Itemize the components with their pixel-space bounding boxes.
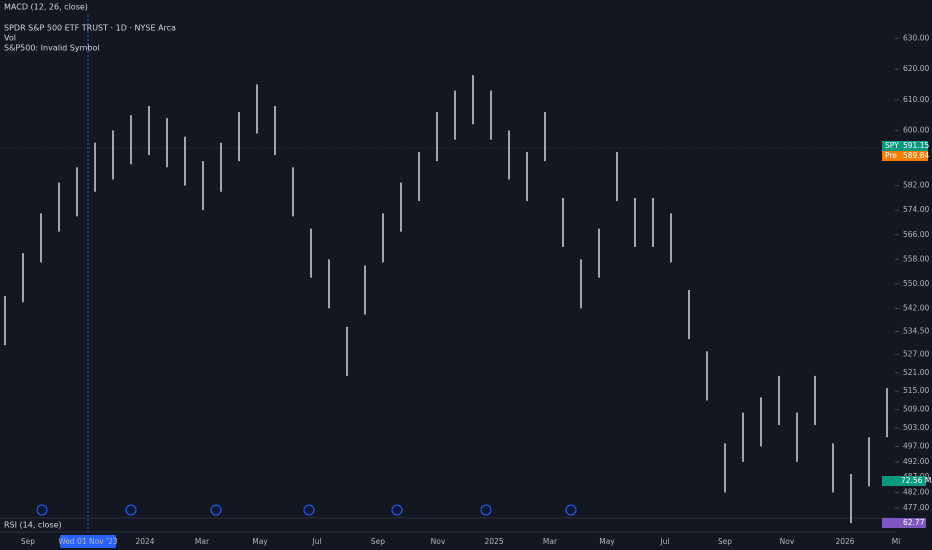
volume-badge-text: 72.56 M <box>901 476 931 485</box>
time-axis-label: Mi <box>892 537 901 546</box>
time-axis-label: Mar <box>543 537 558 546</box>
price-tick-label: 550.00 <box>903 279 929 288</box>
time-axis-label: 2025 <box>484 537 503 546</box>
legend-macd: MACD (12, 26, close) <box>4 3 88 12</box>
time-axis-label: 2024 <box>135 537 154 546</box>
price-tick-label: 521.00 <box>903 368 929 377</box>
price-tick-label: 566.00 <box>903 230 929 239</box>
pre-badge <box>882 151 928 161</box>
time-axis-label: Mar <box>195 537 210 546</box>
time-axis-label: Sep <box>718 537 732 546</box>
legend-vol: Vol <box>4 34 16 43</box>
pre-badge-text: 589.84 <box>903 151 929 160</box>
price-tick-label: 630.00 <box>903 33 929 42</box>
price-tick-label: 497.00 <box>903 441 929 450</box>
price-tick-label: 610.00 <box>903 95 929 104</box>
legend-symbol: SPDR S&P 500 ETF TRUST · 1D · NYSE Arca <box>4 24 176 33</box>
price-tick-label: 542.00 <box>903 303 929 312</box>
spy-badge <box>882 141 928 151</box>
spy-badge-text: 591.15 <box>903 141 929 150</box>
price-tick-label: 477.00 <box>903 503 929 512</box>
price-tick-label: 492.00 <box>903 457 929 466</box>
price-tick-label: 574.00 <box>903 205 929 214</box>
price-tick-label: 509.00 <box>903 405 929 414</box>
legend-invalid: S&P500: Invalid Symbol <box>4 44 100 53</box>
time-axis-label: Sep <box>21 537 35 546</box>
rsi-badge <box>882 518 926 528</box>
time-axis-label: Sep <box>371 537 385 546</box>
time-axis-label: May <box>599 537 615 546</box>
time-axis-label: Nov <box>780 537 795 546</box>
legend-rsi: RSI (14, close) <box>4 521 62 530</box>
price-tick-label: 482.00 <box>903 487 929 496</box>
time-axis-label: Wed 01 Nov '23 <box>58 537 118 546</box>
price-tick-label: 503.00 <box>903 423 929 432</box>
spy-badge-text: SPY <box>885 141 899 150</box>
price-tick-label: 582.00 <box>903 181 929 190</box>
price-tick-label: 534.50 <box>903 326 929 335</box>
price-tick-label: 515.00 <box>903 386 929 395</box>
price-tick-label: 558.00 <box>903 254 929 263</box>
pre-badge-text: Pre <box>885 151 897 160</box>
price-tick-label: 527.00 <box>903 349 929 358</box>
crosshair-date-bg <box>60 535 116 548</box>
time-axis-label: Jul <box>659 537 669 546</box>
time-axis-label: Jul <box>311 537 321 546</box>
rsi-badge-text: 62.77 <box>903 518 925 527</box>
price-tick-label: 600.00 <box>903 125 929 134</box>
volume-badge <box>882 476 926 486</box>
price-tick-label: 620.00 <box>903 64 929 73</box>
time-axis-label: Nov <box>431 537 446 546</box>
time-axis-label: 2026 <box>835 537 854 546</box>
time-axis-label: May <box>252 537 268 546</box>
event-icons <box>36 504 577 516</box>
